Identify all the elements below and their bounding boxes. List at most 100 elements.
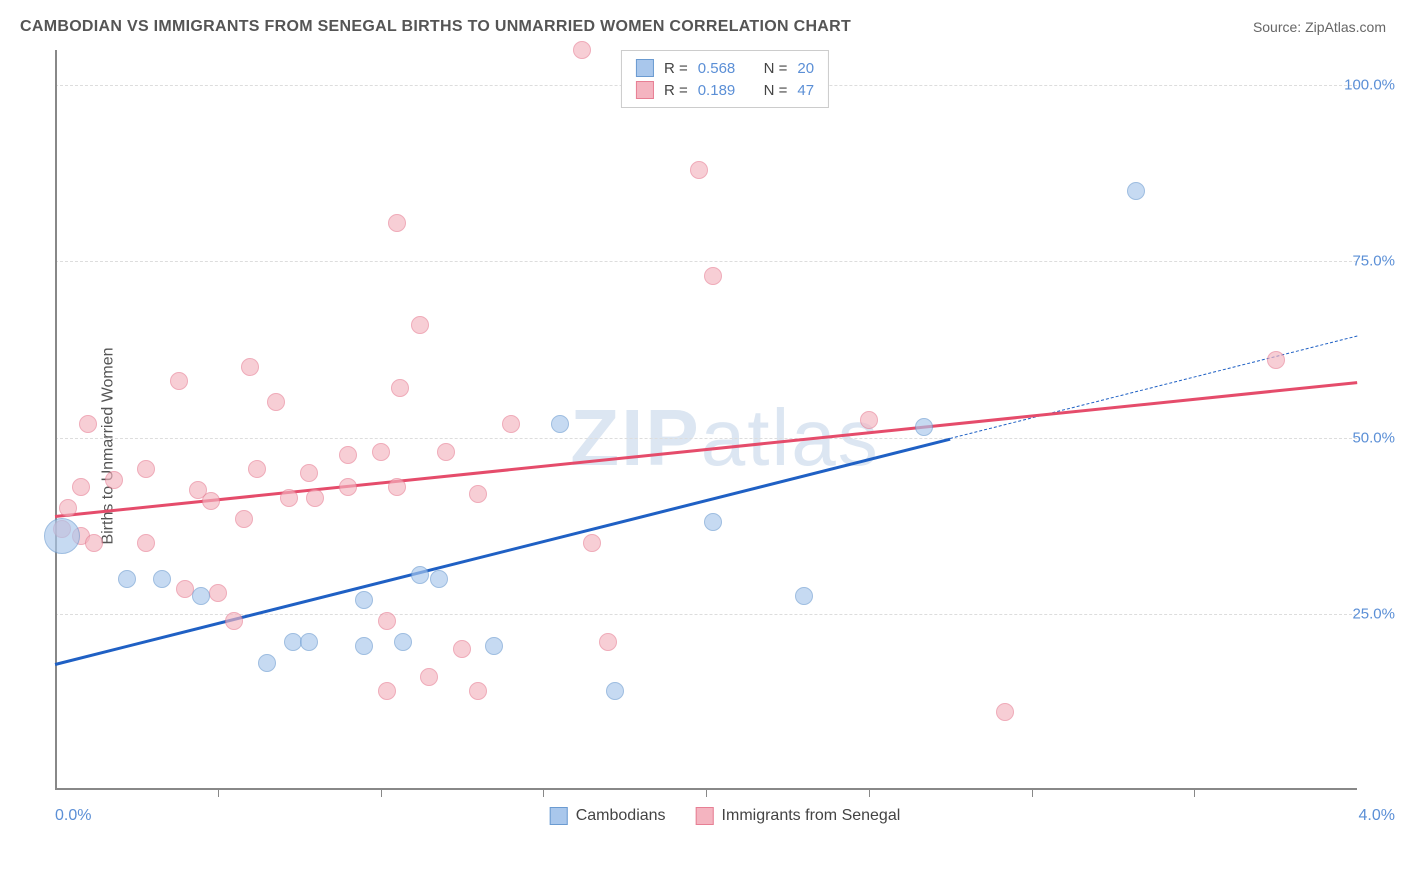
data-point [209,584,227,602]
data-point [453,640,471,658]
legend-series: Cambodians Immigrants from Senegal [550,807,901,825]
legend-r-value: 0.568 [698,60,736,77]
legend-item: Cambodians [550,807,666,825]
data-point [485,637,503,655]
data-point [430,570,448,588]
data-point [153,570,171,588]
chart-source: Source: ZipAtlas.com [1253,19,1386,35]
data-point [355,591,373,609]
y-tick-label: 75.0% [1352,253,1395,270]
chart-title: CAMBODIAN VS IMMIGRANTS FROM SENEGAL BIR… [20,18,851,36]
data-point [996,703,1014,721]
data-point [1127,182,1145,200]
trend-line-1 [55,381,1357,517]
data-point [118,570,136,588]
y-tick-label: 100.0% [1344,77,1395,94]
legend-n-value: 20 [797,60,814,77]
y-tick-label: 25.0% [1352,605,1395,622]
data-point [704,267,722,285]
data-point [192,587,210,605]
legend-row: R = 0.189 N = 47 [636,79,814,101]
data-point [306,489,324,507]
data-point [85,534,103,552]
data-point [690,161,708,179]
data-point [599,633,617,651]
data-point [267,393,285,411]
data-point [372,443,390,461]
legend-n-label: N = [764,82,788,99]
y-axis [55,50,57,790]
data-point [72,478,90,496]
data-point [469,485,487,503]
legend-r-value: 0.189 [698,82,736,99]
data-point [606,682,624,700]
data-point [202,492,220,510]
data-point [378,612,396,630]
data-point [79,415,97,433]
data-point [1267,351,1285,369]
data-point [137,460,155,478]
legend-row: R = 0.568 N = 20 [636,57,814,79]
legend-label: Immigrants from Senegal [722,807,901,825]
x-tick-mark [706,790,707,797]
data-point [411,316,429,334]
data-point [551,415,569,433]
chart-plot-area: ZIPatlas25.0%50.0%75.0%100.0%0.0%4.0%R =… [55,50,1395,825]
data-point [170,372,188,390]
data-point [437,443,455,461]
data-point [915,418,933,436]
data-point [469,682,487,700]
y-tick-label: 50.0% [1352,429,1395,446]
x-axis-min-label: 0.0% [55,807,91,825]
data-point [420,668,438,686]
data-point [44,518,80,554]
x-tick-mark [381,790,382,797]
data-point [388,478,406,496]
data-point [59,499,77,517]
legend-swatch [636,81,654,99]
data-point [248,460,266,478]
data-point [391,379,409,397]
data-point [388,214,406,232]
data-point [394,633,412,651]
data-point [502,415,520,433]
legend-swatch [696,807,714,825]
data-point [860,411,878,429]
data-point [704,513,722,531]
data-point [280,489,298,507]
legend-correlation: R = 0.568 N = 20 R = 0.189 N = 47 [621,50,829,108]
data-point [355,637,373,655]
data-point [235,510,253,528]
data-point [258,654,276,672]
trend-line-0 [55,438,951,666]
x-tick-mark [218,790,219,797]
data-point [583,534,601,552]
legend-swatch [636,59,654,77]
chart-header: CAMBODIAN VS IMMIGRANTS FROM SENEGAL BIR… [20,18,1386,36]
data-point [137,534,155,552]
data-point [411,566,429,584]
x-tick-mark [869,790,870,797]
data-point [241,358,259,376]
x-axis-max-label: 4.0% [1359,807,1395,825]
data-point [300,464,318,482]
legend-r-label: R = [664,60,688,77]
legend-n-value: 47 [797,82,814,99]
legend-r-label: R = [664,82,688,99]
data-point [378,682,396,700]
grid-line [55,261,1357,262]
data-point [339,446,357,464]
data-point [105,471,123,489]
data-point [573,41,591,59]
x-tick-mark [1194,790,1195,797]
legend-n-label: N = [764,60,788,77]
grid-line [55,438,1357,439]
x-tick-mark [543,790,544,797]
data-point [339,478,357,496]
legend-label: Cambodians [576,807,666,825]
data-point [795,587,813,605]
legend-swatch [550,807,568,825]
x-tick-mark [1032,790,1033,797]
data-point [300,633,318,651]
legend-item: Immigrants from Senegal [696,807,901,825]
